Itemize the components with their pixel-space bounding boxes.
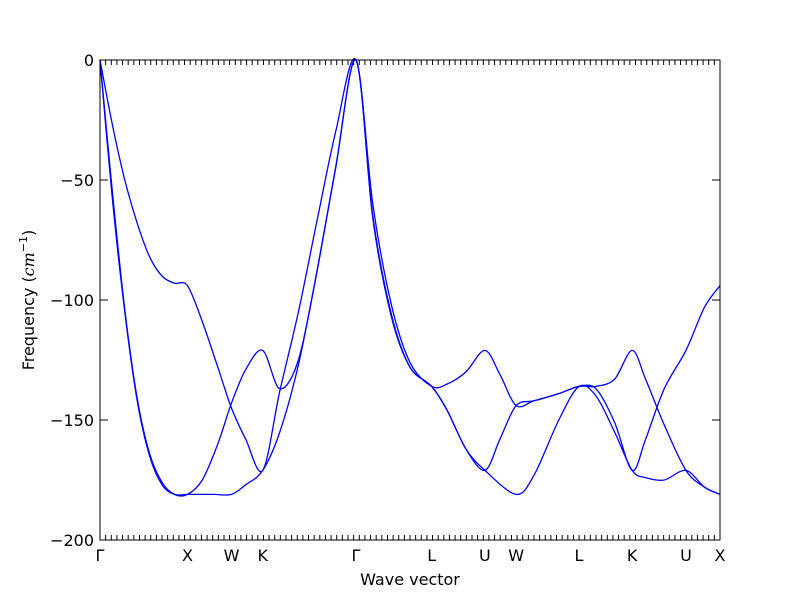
x-tick-label: X bbox=[715, 546, 726, 565]
y-tick-label: −100 bbox=[50, 291, 94, 310]
x-tick-label: Γ bbox=[96, 546, 105, 565]
band-line-1 bbox=[99, 59, 721, 496]
plot-frame bbox=[99, 59, 721, 541]
x-tick-label: W bbox=[508, 546, 524, 565]
y-tick-label: 0 bbox=[84, 51, 94, 70]
x-tick-label: Γ bbox=[352, 546, 361, 565]
y-axis-label-sup: −1 bbox=[17, 236, 30, 252]
band-line-2 bbox=[99, 59, 721, 497]
y-tick-label: −200 bbox=[50, 531, 94, 550]
y-axis-label-close: ) bbox=[19, 230, 38, 236]
y-tick-label: −150 bbox=[50, 411, 94, 430]
y-axis-label-math: cm bbox=[19, 252, 38, 276]
x-tick-label: L bbox=[575, 546, 584, 565]
y-axis-label: Frequency (cm−1) bbox=[17, 230, 38, 371]
y-tick-label: −50 bbox=[60, 171, 94, 190]
y-tick-labels: 0 −50 −100 −150 −200 bbox=[50, 51, 94, 550]
x-tick-label: U bbox=[479, 546, 491, 565]
x-tick-label: K bbox=[627, 546, 638, 565]
x-tick-label: U bbox=[680, 546, 692, 565]
x-tick-label: X bbox=[182, 546, 193, 565]
x-tick-label: L bbox=[427, 546, 436, 565]
minor-ticks bbox=[99, 60, 721, 540]
y-axis-label-text: Frequency ( bbox=[19, 276, 38, 370]
x-tick-label: W bbox=[224, 546, 240, 565]
x-tick-label: K bbox=[258, 546, 269, 565]
band-line-3 bbox=[99, 57, 721, 473]
x-axis-label: Wave vector bbox=[360, 570, 460, 589]
major-ticks bbox=[100, 59, 720, 541]
series-group bbox=[99, 57, 721, 497]
